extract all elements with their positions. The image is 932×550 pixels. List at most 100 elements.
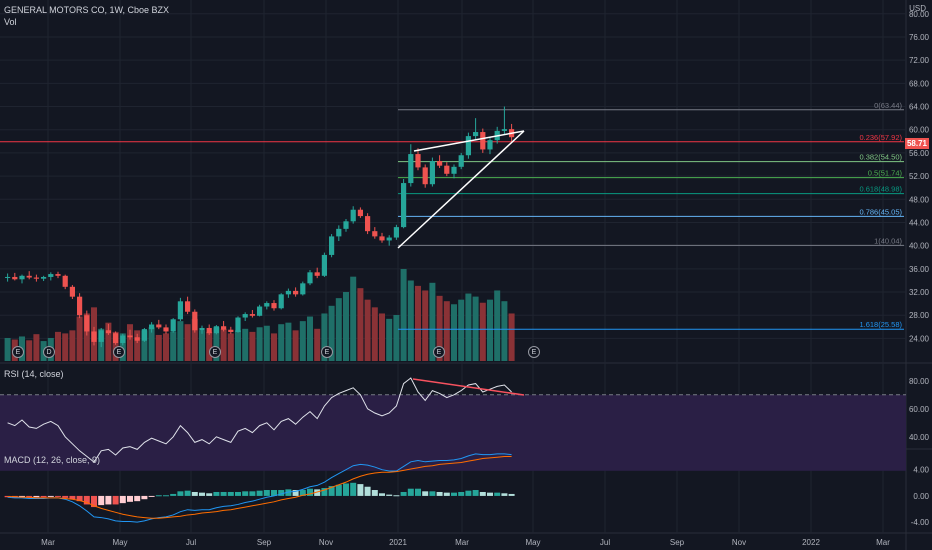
volume-bar [55,331,61,361]
macd-histogram-bar [292,490,299,496]
candle-body [91,331,97,342]
rsi-pane[interactable] [0,377,906,471]
macd-pane[interactable] [4,453,515,523]
volume-bar [141,330,148,361]
volume-bar [364,299,371,361]
volume-bar [206,331,213,361]
fib-retracement[interactable]: 0(63.44) 0.236(57.92) 0.382(54.50) 0.5(51.7… [0,101,904,330]
y-tick-label: 72.00 [909,56,930,65]
macd-histogram-bar [443,492,450,496]
macd-histogram-bar [328,486,335,496]
y-tick-label: 64.00 [909,103,930,112]
candle-body [480,132,486,150]
candlestick-series[interactable] [5,106,515,348]
macd-histogram-bar [227,491,234,496]
macd-histogram-bar [263,490,270,496]
x-tick-label: May [525,538,540,547]
rsi-tick-label: 80.00 [909,377,930,386]
candle-body [120,335,126,344]
earnings-badge[interactable]: E [528,346,540,358]
volume-label: Vol [4,17,17,27]
candle-body [199,327,205,331]
candle-body [192,311,198,331]
earnings-badge[interactable]: E [113,346,125,358]
volume-bar [299,321,306,361]
volume-bar [256,327,263,361]
macd-histogram-bar [112,495,119,505]
candle-body [343,221,349,229]
macd-histogram-bar [451,492,457,496]
volume-bar [278,324,285,361]
macd-histogram-bar [163,495,169,497]
candle-body [84,315,90,332]
candle-body [62,275,68,287]
volume-bar [350,276,357,361]
fib-level-label: 0.382(54.50) [859,153,902,162]
macd-histogram-bar [155,495,162,497]
dividend-badge[interactable]: D [43,346,55,358]
volume-bar [479,302,486,361]
macd-histogram-bar [119,495,126,504]
volume-bar [429,282,436,361]
volume-bar [393,315,400,361]
candle-body [127,335,133,338]
volume-bar [69,330,76,361]
macd-histogram-bar [407,488,414,496]
earnings-badge[interactable]: E [12,346,24,358]
earnings-badge[interactable]: E [209,346,221,358]
volume-bar [335,298,342,361]
symbol-title[interactable]: GENERAL MOTORS CO, 1W, Cboe BZX [4,5,170,15]
macd-histogram-bar [170,493,177,496]
x-tick-label: Mar [455,538,469,547]
volume-bar [451,304,457,361]
candle-body [314,272,320,276]
macd-tick-label: -4.00 [911,518,930,527]
volume-bar [213,327,220,361]
volume-bar [307,316,313,361]
candle-body [451,166,457,174]
rsi-title[interactable]: RSI (14, close) [4,369,64,379]
volume-bar [415,285,421,361]
candle-body [48,274,54,277]
candle-body [501,129,507,131]
volume-bar [249,331,256,361]
y-tick-label: 76.00 [909,33,930,42]
volume-bar [227,333,234,361]
volume-bar [422,290,429,361]
price-axis[interactable]: 80.00 76.00 72.00 68.00 64.00 60.00 56.00 52.00… [909,10,930,527]
macd-tick-label: 0.00 [913,492,929,501]
y-tick-label: 40.00 [909,242,930,251]
macd-histogram-bar [76,495,83,502]
candle-body [465,136,471,156]
candle-body [408,154,414,184]
trendline-drawings[interactable] [397,130,525,249]
earnings-badge[interactable]: E [321,346,333,358]
macd-histogram-bar [299,490,306,496]
candle-body [141,329,147,341]
y-tick-label: 56.00 [909,149,930,158]
time-axis[interactable]: Mar May Jul Sep Nov 2021 Mar May Jul Sep Nov 2022 Ma… [41,538,890,547]
candle-body [487,140,493,150]
candle-body [321,254,327,276]
candle-body [393,227,399,238]
volume-bar [155,334,162,361]
volume-bar [242,328,249,361]
fib-level-label: 0.618(48.98) [859,185,902,194]
volume-bar [62,333,69,361]
candle-body [98,330,104,342]
candle-body [271,303,277,309]
macd-title[interactable]: MACD (12, 26, close, 9) [4,455,101,465]
volume-bar [465,293,472,361]
volume-bar [285,322,292,361]
candle-body [55,274,61,276]
earnings-badge[interactable]: E [433,346,445,358]
rsi-divergence-line [412,378,525,396]
rsi-tick-label: 60.00 [909,405,930,414]
candle-body [177,301,183,320]
candle-body [77,296,83,316]
volume-bar [177,321,184,361]
x-tick-label: 2021 [389,538,407,547]
candle-body [401,183,407,228]
x-tick-label: Sep [257,538,272,547]
